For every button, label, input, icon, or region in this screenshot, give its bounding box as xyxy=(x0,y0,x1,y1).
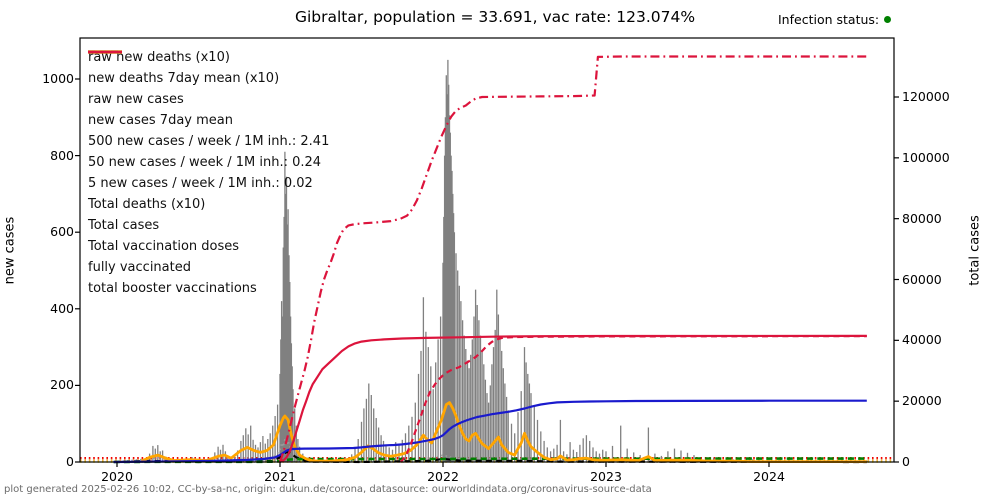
legend-item: raw new cases xyxy=(88,51,329,110)
legend-item-label: total booster vaccinations xyxy=(88,281,257,296)
legend-item-label: 5 new cases / week / 1M inh.: 0.02 xyxy=(88,176,313,191)
chart-title: Gibraltar, population = 33.691, vac rate… xyxy=(294,8,696,26)
left-tick-label: 600 xyxy=(50,224,74,240)
legend-item-label: Total deaths (x10) xyxy=(88,197,206,212)
series-fully-vaccinated xyxy=(279,334,867,464)
legend-item: Total deaths (x10) xyxy=(88,50,329,215)
left-tick-label: 0 xyxy=(66,454,74,469)
legend-item-label: fully vaccinated xyxy=(88,260,191,275)
legend-item-label: Total vaccination doses xyxy=(88,239,240,254)
right-tick-label: 0 xyxy=(902,454,910,469)
footer-text: plot generated 2025-02-26 10:02, CC-by-s… xyxy=(4,484,652,495)
left-tick-label: 1000 xyxy=(42,71,74,86)
right-axis-title: total cases xyxy=(967,215,983,286)
series-total-booster-vaccinations xyxy=(399,335,867,463)
legend-item-label: 50 new cases / week / 1M inh.: 0.24 xyxy=(88,155,322,170)
legend-item: new cases 7day mean xyxy=(88,50,329,131)
left-tick-label: 400 xyxy=(50,300,74,316)
left-tick-label: 800 xyxy=(50,147,74,163)
right-tick-label: 80000 xyxy=(902,210,942,226)
right-tick-label: 60000 xyxy=(902,271,942,287)
axes-frame xyxy=(79,37,895,463)
right-tick-label: 20000 xyxy=(902,393,942,409)
right-tick-label: 100000 xyxy=(902,149,950,165)
x-tick-label: 2020 xyxy=(101,469,133,484)
legend-item-label: new deaths 7day mean (x10) xyxy=(88,71,280,86)
legend: raw new deaths (x10) new deaths 7day mean… xyxy=(88,47,329,299)
legend-item: 5 new cases / week / 1M inh.: 0.02 xyxy=(88,51,329,194)
x-tick-label: 2024 xyxy=(753,469,785,484)
legend-item-label: 500 new cases / week / 1M inh.: 2.41 xyxy=(88,134,330,149)
legend-item: 500 new cases / week / 1M inh.: 2.41 xyxy=(88,51,330,152)
legend-item-label: raw new cases xyxy=(88,92,184,107)
right-tick-label: 120000 xyxy=(902,89,950,104)
x-tick-label: 2022 xyxy=(427,469,459,484)
legend-item: new deaths 7day mean (x10) xyxy=(88,50,329,89)
legend-item: 50 new cases / week / 1M inh.: 0.24 xyxy=(88,51,329,173)
legend-line-sample-icon xyxy=(88,50,122,54)
legend-item: fully vaccinated xyxy=(88,50,329,278)
series-raw-new-cases xyxy=(142,59,868,462)
x-tick-label: 2023 xyxy=(590,469,622,484)
infection-status-dot-icon xyxy=(884,16,892,23)
legend-item-label: Total cases xyxy=(88,218,160,233)
x-tick-label: 2021 xyxy=(264,469,296,484)
series-total-vaccination-doses xyxy=(278,55,867,463)
legend-item-label: raw new deaths (x10) xyxy=(88,50,230,65)
series-new-cases-7day-mean xyxy=(140,401,867,464)
legend-item: Total vaccination doses xyxy=(88,50,329,257)
left-axis-title: new cases xyxy=(2,216,18,285)
legend-item: raw new deaths (x10) xyxy=(88,47,329,68)
infection-status-label: Infection status: xyxy=(778,12,880,27)
infection-status: Infection status: xyxy=(778,12,892,27)
series-total-cases xyxy=(113,399,867,464)
right-tick-label: 40000 xyxy=(902,332,942,348)
legend-item-label: new cases 7day mean xyxy=(88,113,233,128)
left-tick-label: 200 xyxy=(50,377,74,393)
legend-item: total booster vaccinations xyxy=(88,50,329,299)
legend-item: Total cases xyxy=(88,50,329,236)
